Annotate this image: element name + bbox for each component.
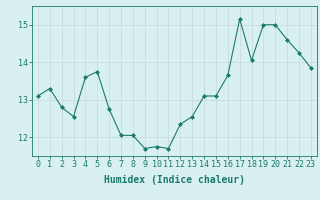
X-axis label: Humidex (Indice chaleur): Humidex (Indice chaleur) [104, 175, 245, 185]
